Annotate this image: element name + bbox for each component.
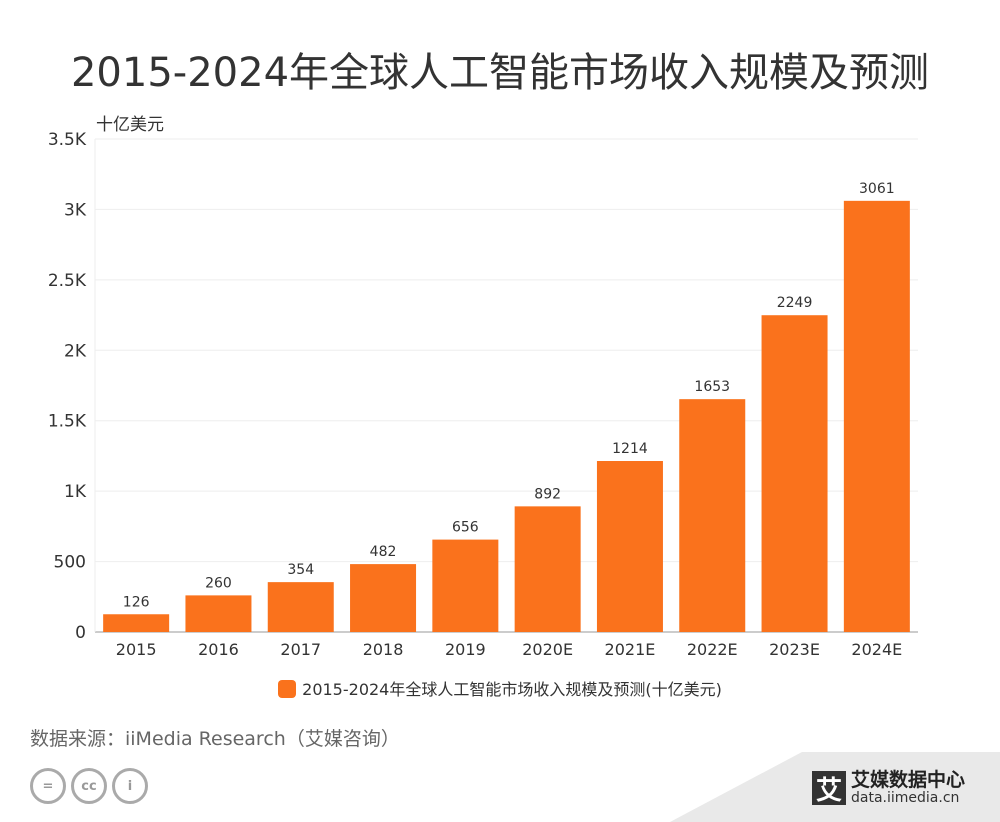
legend-swatch <box>278 680 297 698</box>
bar <box>185 595 252 632</box>
bar <box>843 200 910 632</box>
x-tick-label: 2024E <box>851 640 902 659</box>
license-icons: = cc i <box>30 768 148 804</box>
bar <box>350 564 417 632</box>
x-tick-label: 2020E <box>522 640 573 659</box>
data-label: 482 <box>370 544 397 560</box>
y-tick-label: 1K <box>64 482 87 502</box>
y-tick-label: 3.5K <box>48 130 87 150</box>
data-label: 2249 <box>777 295 813 311</box>
y-tick-label: 0 <box>75 623 86 643</box>
data-label: 260 <box>205 575 232 591</box>
legend-label: 2015-2024年全球人工智能市场收入规模及预测(十亿美元) <box>302 680 722 699</box>
brand-logo: 艾 艾媒数据中心 data.iimedia.cn <box>812 770 965 806</box>
brand-url: data.iimedia.cn <box>851 790 960 806</box>
bar <box>761 315 828 632</box>
source-note: 数据来源：iiMedia Research（艾媒咨询） <box>30 728 400 750</box>
x-tick-label: 2023E <box>769 640 820 659</box>
bar <box>514 506 581 632</box>
y-tick-label: 2K <box>64 341 87 361</box>
bar <box>103 614 170 632</box>
data-label: 1653 <box>694 379 730 395</box>
x-tick-label: 2021E <box>605 640 656 659</box>
y-tick-label: 500 <box>54 553 86 573</box>
x-tick-label: 2022E <box>687 640 738 659</box>
cc-icon: cc <box>71 768 107 804</box>
brand-name: 艾媒数据中心 <box>851 769 966 791</box>
data-label: 656 <box>452 520 479 536</box>
x-tick-label: 2017 <box>280 640 321 659</box>
data-label: 1214 <box>612 441 648 457</box>
data-label: 3061 <box>859 181 895 197</box>
x-tick-label: 2015 <box>116 640 157 659</box>
x-tick-label: 2018 <box>363 640 404 659</box>
bar <box>596 460 663 632</box>
bar <box>432 539 499 632</box>
person-icon: i <box>112 768 148 804</box>
data-label: 892 <box>534 486 561 502</box>
y-axis-label: 十亿美元 <box>96 115 164 135</box>
equals-icon: = <box>30 768 66 804</box>
x-tick-label: 2016 <box>198 640 239 659</box>
x-tick-label: 2019 <box>445 640 486 659</box>
bar-chart: 0 500 1K 1.5K 2K 2.5K 3K 3.5K 十亿美元 126 2015 260 2016… <box>48 115 918 659</box>
y-tick-label: 2.5K <box>48 271 87 291</box>
bar <box>679 399 746 632</box>
y-tick-label: 3K <box>64 200 87 220</box>
data-label: 354 <box>287 562 314 578</box>
data-label: 126 <box>123 594 150 610</box>
bar <box>267 582 334 632</box>
chart-title: 2015-2024年全球人工智能市场收入规模及预测 <box>70 50 930 96</box>
brand-logo-mark: 艾 <box>812 771 846 806</box>
legend[interactable]: 2015-2024年全球人工智能市场收入规模及预测(十亿美元) <box>0 676 1000 700</box>
y-tick-label: 1.5K <box>48 412 87 432</box>
